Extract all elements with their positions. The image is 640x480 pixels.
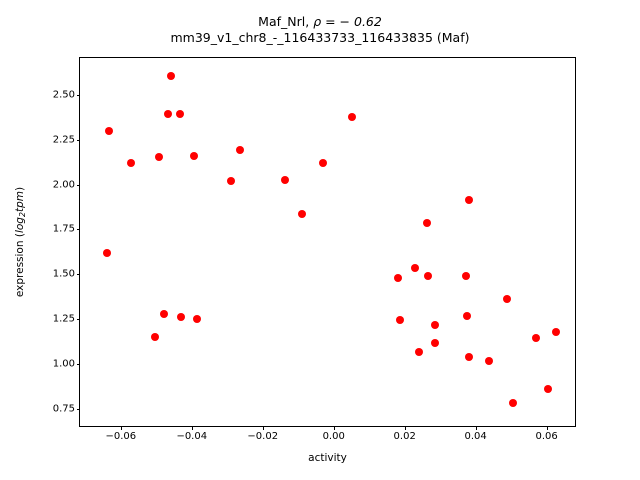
y-axis-label-suffix: ): [14, 186, 26, 191]
y-axis-tick-label: 1.25: [52, 313, 75, 325]
y-axis-tick: 2.50: [53, 89, 80, 100]
scatter-point: [150, 332, 159, 341]
scatter-point: [235, 146, 244, 155]
scatter-point: [464, 196, 473, 205]
scatter-point: [154, 153, 163, 162]
scatter-point: [163, 110, 172, 119]
scatter-point: [318, 159, 327, 168]
x-axis-tick: 0.04: [465, 426, 487, 442]
title-rho-value: ρ = − 0.62: [313, 14, 382, 29]
x-axis-tick-label: −0.02: [247, 431, 279, 442]
x-axis-tick-label: 0.04: [464, 431, 487, 442]
x-axis-tick: −0.02: [247, 426, 278, 442]
plot-data-area: [80, 58, 575, 426]
scatter-point: [192, 314, 201, 323]
scatter-point: [189, 152, 198, 161]
scatter-point: [464, 352, 473, 361]
y-axis-label-tpm: tpm: [14, 191, 26, 213]
y-axis-tick: 1.00: [53, 359, 80, 370]
scatter-point: [297, 209, 306, 218]
scatter-point: [175, 110, 184, 118]
y-axis-tick: 2.25: [53, 134, 80, 145]
y-axis-tick-label: 2.50: [52, 89, 75, 101]
y-axis-tick: 0.75: [53, 403, 80, 414]
scatter-point: [159, 310, 168, 319]
scatter-point: [393, 274, 402, 283]
scatter-point: [102, 249, 111, 258]
x-axis-label: activity: [308, 452, 347, 464]
title-pair-name: Maf_Nrl,: [258, 14, 314, 29]
x-axis-tick-label: 0.00: [322, 431, 345, 442]
y-axis-tick-label: 2.25: [52, 134, 75, 146]
scatter-point: [410, 264, 419, 273]
y-axis-label: expression (log2tpm): [14, 57, 30, 427]
scatter-point: [531, 334, 540, 343]
y-axis-tick: 1.50: [53, 269, 80, 280]
y-axis-tick-label: 1.75: [52, 223, 75, 235]
y-axis-tick-label: 0.75: [52, 403, 75, 415]
scatter-point: [226, 176, 235, 185]
scatter-point: [430, 320, 439, 329]
scatter-point: [176, 313, 185, 322]
scatter-point: [462, 311, 471, 320]
x-axis-tick-label: −0.04: [176, 431, 208, 442]
x-axis-tick: −0.04: [176, 426, 207, 442]
y-axis-tick-label: 1.00: [52, 358, 75, 370]
y-axis-tick: 1.75: [53, 224, 80, 235]
scatter-point: [104, 127, 113, 136]
x-axis-tick-label: 0.02: [393, 431, 416, 442]
title-line-2: mm39_v1_chr8_-_116433733_116433835 (Maf): [170, 30, 470, 45]
scatter-point: [484, 357, 493, 366]
scatter-point: [430, 339, 439, 348]
figure-title: Maf_Nrl, ρ = − 0.62 mm39_v1_chr8_-_11643…: [0, 14, 640, 46]
title-line-1: Maf_Nrl, ρ = − 0.62: [0, 14, 640, 30]
y-axis-label-log: log: [14, 217, 26, 234]
scatter-point: [126, 159, 135, 167]
y-axis-tick-label: 2.00: [52, 179, 75, 191]
y-axis-tick: 1.25: [53, 314, 80, 325]
scatter-point: [166, 71, 175, 80]
scatter-point: [508, 398, 517, 407]
plot-axes-frame: −0.06 −0.04 −0.02 0.00 0.02 0.04 0.06 0.75 1.00 1…: [53, 57, 576, 442]
scatter-point: [551, 328, 560, 337]
scatter-point: [544, 385, 553, 394]
x-axis-tick: 0.02: [394, 426, 416, 442]
scatter-point: [395, 316, 404, 325]
y-axis-label-sub: 2: [17, 212, 27, 218]
y-axis-tick: 2.00: [53, 179, 80, 190]
scatter-point: [347, 113, 356, 122]
x-axis-tick: 0.06: [535, 426, 558, 442]
scatter-point: [461, 272, 470, 281]
x-axis-tick: 0.00: [323, 426, 345, 442]
scatter-point: [280, 175, 289, 184]
x-axis-tick-label: 0.06: [535, 431, 558, 442]
scatter-point: [422, 218, 431, 227]
scatter-point: [414, 347, 423, 356]
scatter-point: [502, 294, 511, 303]
x-axis-tick-label: −0.06: [105, 431, 137, 442]
y-axis-label-prefix: expression (: [14, 233, 26, 298]
y-axis-tick-label: 1.50: [52, 268, 75, 280]
scatter-point: [423, 271, 432, 280]
x-axis-tick: −0.06: [105, 426, 136, 442]
